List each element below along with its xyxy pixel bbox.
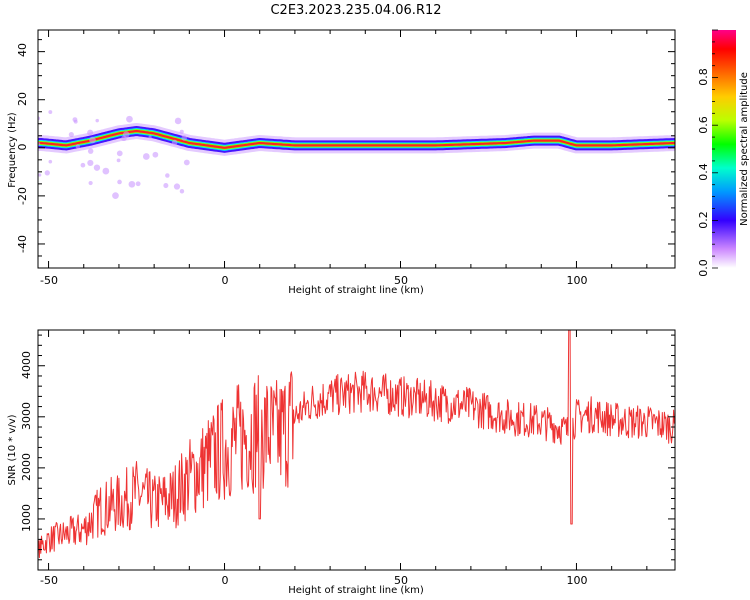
spectral-blob [128,180,136,188]
spectrogram-ytick-2: 0 [16,144,29,151]
spectral-blob [148,135,152,139]
spectral-blob [165,173,170,178]
spectrogram-xtick-3: 100 [567,274,588,287]
spectrogram-xtick-0: -50 [40,274,58,287]
colorbar-label: Normalized spectral amplitude [739,72,750,226]
spectrogram-ytick-3: -20 [16,187,29,205]
snr-ytick-1: 2000 [20,453,33,481]
spectral-blob [48,110,53,114]
colorbar-tick-4: 0.8 [697,68,710,86]
spectral-blob [93,164,101,171]
spectral-blob [163,183,169,189]
spectral-blob [174,117,182,125]
spectral-blob [80,162,86,168]
snr-panel: -50 0 50 100 1000 2000 3000 4000 Height … [7,329,676,596]
spectral-blob [48,159,53,164]
snr-xtick-0: -50 [40,574,58,587]
snr-frame [37,329,676,571]
snr-series-line [38,330,675,559]
snr-xtick-2: 50 [394,574,408,587]
spectrogram-heatmap [38,110,675,199]
spectral-blob [173,183,181,190]
spectral-blob [112,192,119,199]
spectral-blob [73,119,78,124]
spectral-blob [116,150,123,157]
spectrogram-xlabel: Height of straight line (km) [288,285,424,296]
colorbar-tick-1: 0.2 [697,211,710,229]
spectrogram-ylabel: Frequency (Hz) [7,112,18,188]
spectral-blob [135,181,141,187]
colorbar-tick-0: 0.0 [697,259,710,277]
spectrogram-xtick-1: 0 [222,274,229,287]
spectrogram-xtick-2: 50 [394,274,408,287]
spectral-blob [44,170,50,176]
spectral-blob [179,189,185,194]
spectrogram-ytick-1: 20 [16,92,29,106]
snr-ytick-2: 3000 [20,402,33,430]
spectral-blob [75,144,80,149]
snr-ylabel: SNR (10 * v/v) [7,414,18,485]
spectral-blob [183,159,190,166]
spectral-blob [152,151,159,158]
colorbar-tick-3: 0.6 [697,116,710,134]
snr-xtick-1: 0 [222,574,229,587]
spectrogram-panel: -50 0 50 100 40 20 0 -20 -40 Height of s… [7,29,676,296]
snr-ticks [38,330,675,570]
spectrogram-frame [37,29,676,269]
spectrogram-ytick-0: 40 [16,43,29,57]
spectral-blob [123,131,130,138]
spectral-blob [179,129,184,134]
spectral-blob [38,142,41,146]
snr-xlabel: Height of straight line (km) [288,585,424,596]
figure-title: C2E3.2023.235.04.06.R12 [270,3,441,18]
spectral-blob [116,158,121,163]
spectral-blob [181,135,187,141]
spectral-blob [102,167,110,175]
spectral-blob [89,136,96,144]
spectral-blob [171,139,178,146]
spectral-blob [88,180,93,186]
spectrogram-ytick-4: -40 [16,235,29,253]
spectral-blob [38,116,41,121]
spectral-blob [142,153,150,160]
colorbar: 0.0 0.2 0.4 0.6 0.8 Normalized spectral … [697,29,750,277]
spectral-blob [126,115,133,123]
spectral-blob [87,148,94,154]
spectrogram-ticks [38,30,675,268]
snr-ytick-3: 4000 [20,351,33,379]
spectral-blob [68,131,74,138]
spectral-blob [117,179,122,185]
colorbar-tick-2: 0.4 [697,163,710,181]
spectral-blob [95,118,99,123]
spectral-blob [87,129,94,136]
snr-xtick-3: 100 [567,574,588,587]
colorbar-gradient [712,30,736,268]
spectral-blob [87,159,94,167]
snr-ytick-0: 1000 [20,504,33,532]
colorbar-ticks [712,29,718,269]
spectral-blob [38,173,42,177]
ridge-core [38,129,675,149]
snr-background [38,330,675,570]
